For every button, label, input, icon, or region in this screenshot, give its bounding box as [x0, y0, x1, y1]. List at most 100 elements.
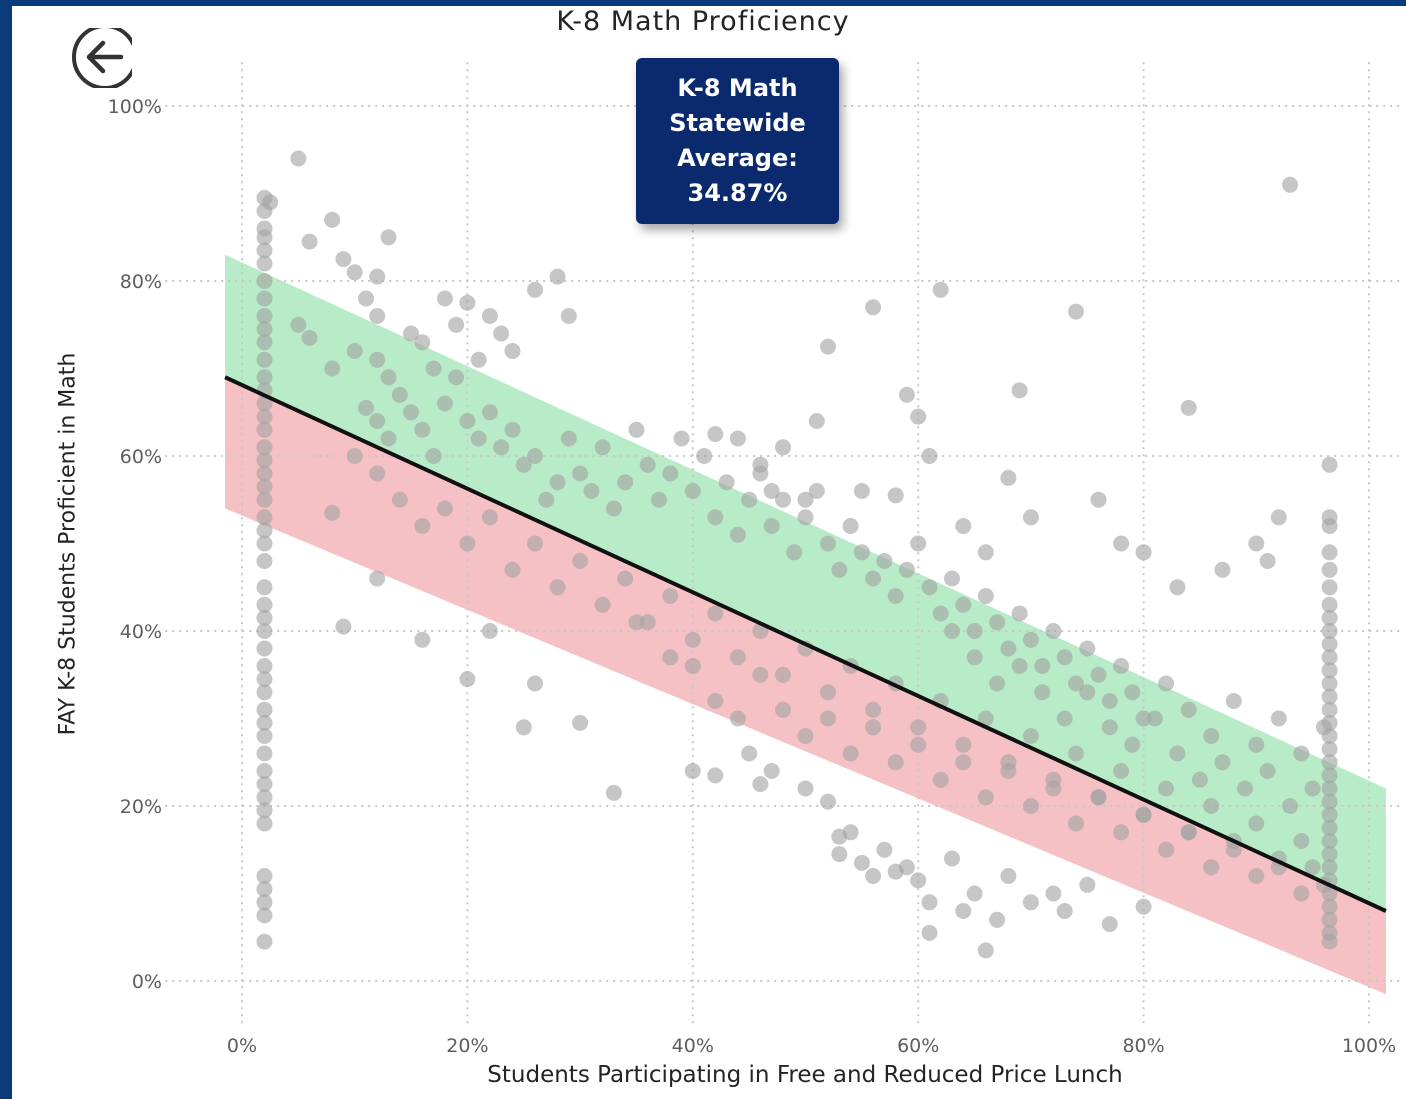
- data-point: [910, 719, 926, 735]
- data-point: [516, 719, 532, 735]
- data-point: [685, 632, 701, 648]
- data-point: [471, 352, 487, 368]
- data-point: [550, 474, 566, 490]
- data-point: [707, 767, 723, 783]
- data-point: [888, 588, 904, 604]
- data-point: [1136, 544, 1152, 560]
- data-point: [1034, 658, 1050, 674]
- data-point: [347, 264, 363, 280]
- data-point: [933, 606, 949, 622]
- data-point: [257, 746, 273, 762]
- data-point: [290, 317, 306, 333]
- data-point: [505, 422, 521, 438]
- data-point: [257, 623, 273, 639]
- data-point: [854, 544, 870, 560]
- data-point: [324, 212, 340, 228]
- data-point: [1293, 833, 1309, 849]
- data-point: [257, 684, 273, 700]
- y-tick-label: 60%: [120, 446, 162, 468]
- data-point: [527, 536, 543, 552]
- data-point: [831, 562, 847, 578]
- data-point: [448, 317, 464, 333]
- data-point: [629, 422, 645, 438]
- data-point: [967, 649, 983, 665]
- data-point: [257, 256, 273, 272]
- data-point: [572, 466, 588, 482]
- data-point: [1012, 382, 1028, 398]
- data-point: [482, 509, 498, 525]
- data-point: [1102, 693, 1118, 709]
- data-point: [752, 667, 768, 683]
- data-point: [335, 619, 351, 635]
- data-point: [764, 518, 780, 534]
- data-point: [820, 684, 836, 700]
- data-point: [888, 487, 904, 503]
- data-point: [335, 251, 351, 267]
- y-tick-label: 80%: [120, 271, 162, 293]
- data-point: [262, 194, 278, 210]
- data-point: [1147, 711, 1163, 727]
- data-point: [843, 824, 859, 840]
- data-point: [414, 518, 430, 534]
- data-point: [1012, 606, 1028, 622]
- data-point: [257, 907, 273, 923]
- data-point: [606, 501, 622, 517]
- data-point: [730, 527, 746, 543]
- x-tick-label: 0%: [227, 1035, 257, 1057]
- data-point: [1057, 903, 1073, 919]
- data-point: [437, 291, 453, 307]
- data-point: [1045, 886, 1061, 902]
- data-point: [1079, 641, 1095, 657]
- data-point: [595, 439, 611, 455]
- data-point: [257, 334, 273, 350]
- data-point: [651, 492, 667, 508]
- data-point: [257, 273, 273, 289]
- data-point: [876, 842, 892, 858]
- data-point: [257, 934, 273, 950]
- data-point: [347, 448, 363, 464]
- data-point: [989, 614, 1005, 630]
- data-point: [257, 291, 273, 307]
- data-point: [1226, 693, 1242, 709]
- back-button[interactable]: [72, 28, 132, 88]
- data-point: [1102, 719, 1118, 735]
- data-point: [527, 676, 543, 692]
- data-point: [1215, 562, 1231, 578]
- data-point: [865, 719, 881, 735]
- data-point: [369, 269, 385, 285]
- data-point: [1113, 658, 1129, 674]
- data-point: [437, 501, 453, 517]
- data-point: [967, 623, 983, 639]
- data-point: [1282, 177, 1298, 193]
- data-point: [831, 846, 847, 862]
- data-point: [1260, 763, 1276, 779]
- data-point: [1293, 746, 1309, 762]
- data-point: [572, 715, 588, 731]
- data-point: [505, 562, 521, 578]
- data-point: [944, 623, 960, 639]
- data-point: [550, 269, 566, 285]
- data-point: [978, 942, 994, 958]
- data-point: [1124, 737, 1140, 753]
- data-point: [414, 422, 430, 438]
- trend-line: [225, 377, 1386, 911]
- data-point: [1158, 842, 1174, 858]
- data-point: [865, 299, 881, 315]
- callout-line-2: Statewide: [669, 106, 806, 141]
- data-point: [865, 702, 881, 718]
- data-point: [1068, 816, 1084, 832]
- data-point: [583, 483, 599, 499]
- data-point: [1102, 916, 1118, 932]
- data-point: [899, 387, 915, 403]
- data-point: [1169, 746, 1185, 762]
- data-point: [854, 483, 870, 499]
- x-tick-label: 40%: [672, 1035, 714, 1057]
- data-point: [324, 361, 340, 377]
- data-point: [910, 872, 926, 888]
- data-point: [922, 925, 938, 941]
- chart-title: K-8 Math Proficiency: [0, 6, 1406, 37]
- data-point: [629, 614, 645, 630]
- data-point: [933, 772, 949, 788]
- data-point: [550, 579, 566, 595]
- data-point: [369, 308, 385, 324]
